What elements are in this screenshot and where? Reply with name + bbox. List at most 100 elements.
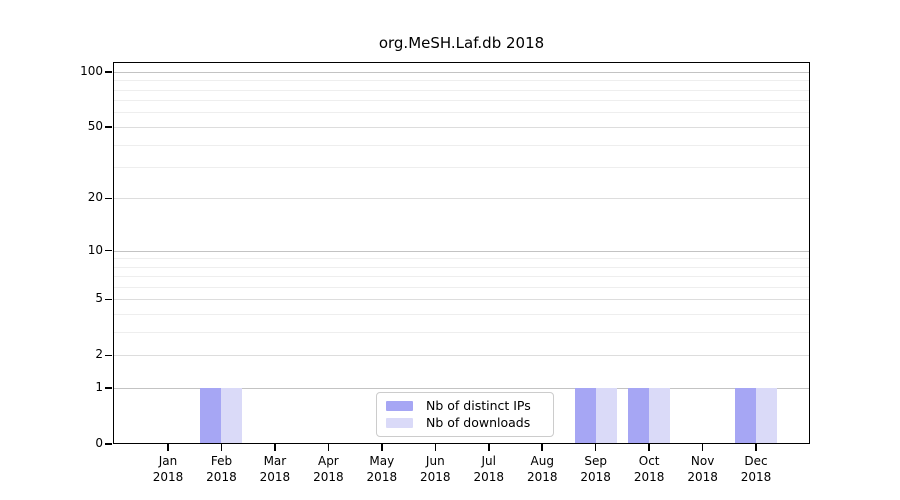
x-tick bbox=[488, 444, 490, 451]
bar-distinct-ips bbox=[574, 388, 596, 444]
minor-gridline bbox=[113, 100, 810, 102]
minor-gridline bbox=[113, 332, 810, 334]
x-tick-year: 2018 bbox=[687, 469, 718, 484]
x-tick bbox=[220, 444, 223, 451]
x-tick-label: Mar 2018 bbox=[243, 454, 307, 485]
y-tick-label: 10 bbox=[87, 242, 103, 257]
y-tick-label: 100 bbox=[80, 63, 103, 78]
legend-swatch-downloads bbox=[386, 417, 413, 428]
x-tick-month: Dec bbox=[744, 454, 768, 468]
y-tick bbox=[105, 126, 112, 128]
x-tick-label: Aug 2018 bbox=[510, 454, 574, 485]
medium-gridline bbox=[113, 299, 810, 301]
y-tick bbox=[105, 197, 112, 200]
x-tick-year: 2018 bbox=[580, 469, 611, 484]
x-tick bbox=[648, 444, 650, 451]
minor-gridline bbox=[113, 80, 810, 82]
y-tick bbox=[105, 298, 112, 301]
bar-distinct-ips bbox=[735, 388, 757, 444]
minor-gridline bbox=[113, 287, 810, 289]
y-tick bbox=[105, 387, 112, 389]
legend: Nb of distinct IPs Nb of downloads bbox=[376, 392, 554, 437]
x-tick-label: Oct 2018 bbox=[617, 454, 681, 485]
x-tick-year: 2018 bbox=[473, 469, 505, 484]
medium-gridline bbox=[113, 355, 810, 357]
minor-gridline bbox=[113, 276, 810, 278]
x-tick-year: 2018 bbox=[152, 469, 184, 484]
y-tick bbox=[105, 71, 112, 73]
minor-gridline bbox=[113, 89, 810, 91]
y-tick-label: 20 bbox=[87, 190, 103, 205]
major-gridline bbox=[113, 71, 810, 73]
x-tick-label: Apr 2018 bbox=[296, 454, 360, 485]
y-tick-label: 0 bbox=[95, 436, 103, 450]
x-tick-year: 2018 bbox=[259, 469, 291, 484]
x-tick-year: 2018 bbox=[526, 469, 558, 484]
bar-downloads bbox=[221, 388, 243, 444]
x-tick-label: Jun 2018 bbox=[403, 454, 467, 485]
legend-label-distinct-ips: Nb of distinct IPs bbox=[426, 398, 531, 413]
legend-swatch-distinct-ips bbox=[386, 400, 413, 411]
x-tick-year: 2018 bbox=[633, 469, 665, 484]
x-tick bbox=[167, 444, 169, 451]
x-tick-year: 2018 bbox=[313, 469, 344, 484]
minor-gridline bbox=[113, 314, 810, 316]
x-tick-label: Feb 2018 bbox=[189, 454, 253, 485]
minor-gridline bbox=[113, 258, 810, 260]
major-gridline bbox=[113, 250, 810, 252]
x-tick-label: May 2018 bbox=[350, 454, 414, 485]
x-tick-month: Jun bbox=[425, 454, 445, 468]
x-tick bbox=[755, 444, 757, 451]
y-tick-label: 5 bbox=[95, 291, 103, 306]
legend-label-downloads: Nb of downloads bbox=[426, 415, 531, 430]
bar-downloads bbox=[595, 388, 617, 444]
chart-title: org.MeSH.Laf.db 2018 bbox=[378, 34, 545, 52]
legend-item: Nb of downloads bbox=[386, 414, 544, 431]
x-tick-year: 2018 bbox=[420, 469, 451, 484]
x-tick-month: Oct bbox=[638, 454, 660, 468]
bar-downloads bbox=[756, 388, 778, 444]
x-tick-year: 2018 bbox=[366, 469, 398, 484]
x-tick-year: 2018 bbox=[206, 469, 237, 484]
x-tick-year: 2018 bbox=[740, 469, 772, 484]
x-tick bbox=[594, 444, 597, 451]
x-tick-label: Nov 2018 bbox=[671, 454, 735, 485]
plot-frame bbox=[113, 62, 810, 444]
minor-gridline bbox=[113, 112, 810, 114]
x-tick-month: Apr bbox=[317, 454, 339, 468]
x-tick bbox=[381, 444, 383, 451]
y-tick-label: 50 bbox=[87, 118, 103, 133]
x-tick-month: Sep bbox=[584, 454, 607, 468]
x-tick-month: Mar bbox=[263, 454, 287, 468]
y-tick bbox=[105, 443, 112, 445]
minor-gridline bbox=[113, 266, 810, 268]
x-tick-label: Jul 2018 bbox=[457, 454, 521, 485]
x-tick-month: Nov bbox=[690, 454, 715, 468]
medium-gridline bbox=[113, 198, 810, 200]
plot-area: Nb of distinct IPs Nb of downloads 0 1 2 5 1… bbox=[80, 62, 810, 484]
bar-distinct-ips bbox=[628, 388, 650, 444]
x-tick-month: Jul bbox=[481, 454, 496, 468]
x-tick-month: May bbox=[369, 454, 395, 468]
x-tick-month: Jan bbox=[158, 454, 178, 468]
x-tick-label: Jan 2018 bbox=[136, 454, 200, 485]
bar-downloads bbox=[649, 388, 671, 444]
x-tick bbox=[541, 444, 543, 451]
x-tick-month: Aug bbox=[530, 454, 554, 468]
x-tick-month: Feb bbox=[210, 454, 233, 468]
y-tick-label: 1 bbox=[95, 380, 103, 395]
y-tick bbox=[105, 249, 112, 252]
legend-item: Nb of distinct IPs bbox=[386, 397, 544, 414]
major-gridline bbox=[113, 388, 810, 390]
x-tick-label: Dec 2018 bbox=[724, 454, 788, 485]
minor-gridline bbox=[113, 167, 810, 169]
y-tick bbox=[105, 354, 112, 357]
x-tick bbox=[701, 444, 704, 451]
minor-gridline bbox=[113, 144, 810, 146]
x-tick bbox=[327, 444, 330, 451]
x-tick bbox=[274, 444, 276, 451]
bar-distinct-ips bbox=[200, 388, 222, 444]
y-tick-label: 2 bbox=[95, 347, 103, 362]
medium-gridline bbox=[113, 126, 810, 128]
